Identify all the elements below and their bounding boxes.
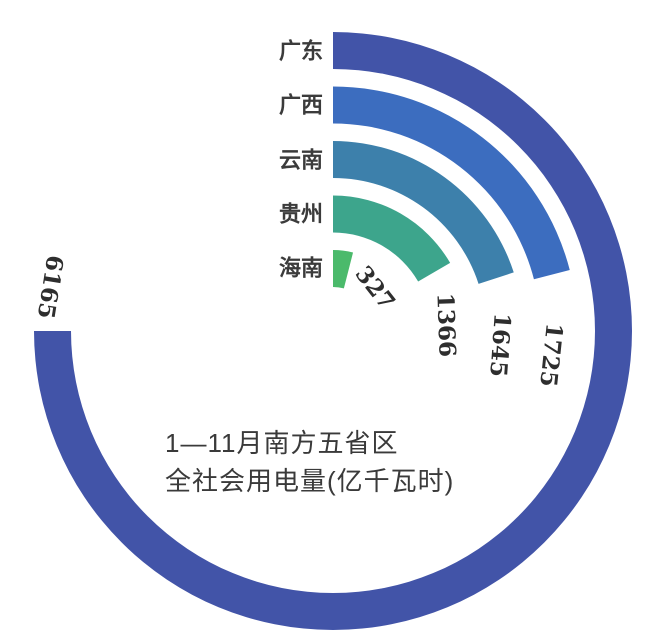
category-label-group: 广东 广西 云南 贵州 海南 (279, 39, 323, 281)
category-label-yunnan: 云南 (279, 148, 323, 173)
bar-hainan (333, 250, 354, 289)
chart-title: 1—11月南方五省区 全社会用电量(亿千瓦时) (165, 428, 454, 496)
category-label-guangdong: 广东 (279, 39, 323, 64)
value-label-yunnan: 1645 (484, 312, 515, 378)
category-label-guizhou: 贵州 (279, 202, 323, 227)
bar-guangxi (333, 86, 570, 280)
value-label-group: 6165 1725 1645 1366 327 (32, 253, 568, 388)
bar-yunnan (333, 141, 514, 284)
category-label-guangxi: 广西 (279, 93, 323, 118)
chart-title-line-1: 1—11月南方五省区 (165, 428, 398, 458)
category-label-hainan: 海南 (279, 256, 323, 281)
value-label-guangdong: 6165 (32, 253, 69, 320)
value-label-guangxi: 1725 (534, 322, 568, 388)
bar-guizhou (333, 195, 451, 282)
chart-title-line-2: 全社会用电量(亿千瓦时) (165, 466, 454, 496)
value-label-hainan: 327 (350, 261, 401, 315)
value-label-guizhou: 1366 (431, 293, 460, 358)
bar-group (34, 32, 632, 630)
